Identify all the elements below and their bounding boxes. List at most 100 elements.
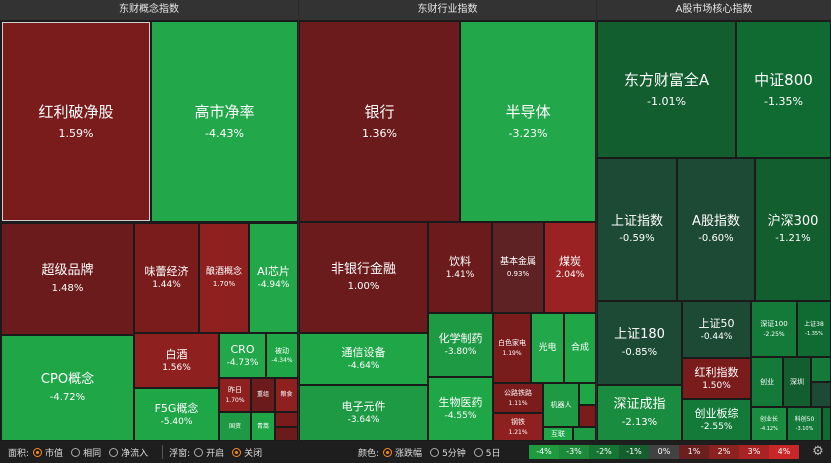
- tile-concept-small-2[interactable]: [275, 427, 298, 441]
- tile-name: 煤炭: [559, 254, 581, 268]
- tile-pct: -5.40%: [160, 416, 193, 427]
- tile-pct: -1.35%: [764, 94, 803, 108]
- tile-industry-small-3[interactable]: [573, 427, 596, 441]
- tile-name: 白色家电: [498, 339, 526, 348]
- color-option-zhangdiefu[interactable]: 涨跌幅: [383, 446, 422, 459]
- panel-header-concept: 东财概念指数: [0, 0, 298, 20]
- tile-hecheng[interactable]: 合成: [564, 313, 596, 383]
- tile-chongzu[interactable]: 重组: [251, 378, 275, 412]
- tile-huaxue[interactable]: 化学制药 -3.80%: [428, 313, 493, 377]
- tile-shenzheng[interactable]: 深圳: [783, 357, 811, 407]
- tile-aichip[interactable]: AI芯片 -4.94%: [249, 223, 298, 333]
- area-option-xiangtong[interactable]: 相同: [71, 446, 101, 459]
- tile-shengwu[interactable]: 生物医药 -4.55%: [428, 377, 493, 441]
- tile-name: 半导体: [505, 102, 551, 121]
- tile-baijiu[interactable]: 白酒 1.56%: [134, 333, 219, 388]
- legend-swatch: 3%: [739, 445, 769, 459]
- tile-pct: -4.73%: [226, 357, 259, 368]
- tile-name: 深圳: [790, 377, 804, 386]
- tile-weilei[interactable]: 味蕾经济 1.44%: [134, 223, 199, 333]
- option-label: 开启: [206, 448, 225, 459]
- tile-jibenjinshu[interactable]: 基本金属 0.93%: [492, 222, 544, 313]
- tile-name: 上证180: [614, 327, 665, 343]
- tile-jiqiren[interactable]: 机器人: [543, 383, 579, 427]
- tile-yinhang[interactable]: 银行 1.36%: [299, 21, 460, 222]
- tile-pct: -3.23%: [508, 126, 548, 140]
- tile-cybz[interactable]: 创业板综 -2.55%: [682, 399, 751, 441]
- tile-industry-small-1[interactable]: [579, 383, 596, 405]
- tile-pct: -3.10%: [795, 425, 814, 432]
- tile-cpo[interactable]: CPO概念 -4.72%: [1, 335, 134, 441]
- tile-pct: -4.64%: [347, 361, 380, 372]
- tile-feiyinhang[interactable]: 非银行金融 1.00%: [299, 222, 428, 333]
- gear-icon[interactable]: ⚙: [812, 444, 824, 459]
- tile-cyc[interactable]: 创业长 -4.12%: [751, 407, 787, 441]
- tile-pct: -3.64%: [347, 415, 380, 426]
- float-option-off[interactable]: 关闭: [232, 446, 262, 459]
- float-option-on[interactable]: 开启: [194, 446, 224, 459]
- tile-f5g[interactable]: F5G概念 -5.40%: [134, 388, 219, 441]
- tile-market-small-2[interactable]: [811, 382, 831, 407]
- tile-concept-small-1[interactable]: [275, 412, 298, 427]
- radio-icon: [473, 447, 483, 457]
- area-option-jingliuru[interactable]: 净流入: [109, 446, 148, 459]
- tile-gaoshijinglv[interactable]: 高市净率 -4.43%: [151, 21, 298, 222]
- tile-sz50[interactable]: 上证50 -0.44%: [682, 301, 751, 358]
- tile-shzs[interactable]: 上证指数 -0.59%: [597, 158, 677, 301]
- legend-swatch: -4%: [529, 445, 559, 459]
- legend-swatch: -2%: [589, 445, 619, 459]
- tile-meitan[interactable]: 煤炭 2.04%: [544, 222, 596, 313]
- tile-zz800[interactable]: 中证800 -1.35%: [736, 21, 831, 158]
- tile-sz100[interactable]: 深证100 -2.25%: [751, 301, 797, 357]
- tile-dfcf-quana[interactable]: 东方财富全A -1.01%: [597, 21, 736, 158]
- tile-name: 合成: [570, 342, 589, 353]
- tile-market-small-1[interactable]: [811, 357, 831, 382]
- concept-treemap: 红利破净股 1.59% 高市净率 -4.43% 超级品牌 1.48% 味蕾经济 …: [0, 20, 298, 441]
- tile-dianzi[interactable]: 电子元件 -3.64%: [299, 385, 428, 441]
- tile-pct: -4.43%: [205, 126, 244, 140]
- radio-icon: [430, 447, 440, 457]
- tile-name: 创业长: [759, 416, 778, 424]
- tile-market-small-3[interactable]: [822, 407, 831, 441]
- tile-guozi[interactable]: 国资: [219, 412, 251, 441]
- tile-gonglu[interactable]: 公路铁路 1.11%: [493, 383, 543, 413]
- tile-chuangye[interactable]: 创业: [751, 357, 783, 407]
- tile-bandaoti[interactable]: 半导体 -3.23%: [460, 21, 596, 222]
- tile-name: 被动: [275, 346, 289, 355]
- tile-name: 机器人: [550, 400, 572, 409]
- tile-cro[interactable]: CRO -4.73%: [219, 333, 266, 378]
- tile-hongli-pojing[interactable]: 红利破净股 1.59%: [2, 22, 150, 221]
- tile-sz180[interactable]: 上证180 -0.85%: [597, 301, 682, 385]
- tile-agzs[interactable]: A股指数 -0.60%: [677, 158, 755, 301]
- tile-name: 味蕾经济: [144, 265, 189, 278]
- tile-gangtie[interactable]: 钢铁 1.21%: [493, 413, 543, 441]
- color-option-5day[interactable]: 5日: [473, 446, 501, 459]
- tile-niangjiu[interactable]: 酿酒概念 1.70%: [199, 223, 249, 333]
- tile-zuojiu[interactable]: 昨日 1.70%: [219, 378, 251, 412]
- tile-name: 白酒: [165, 347, 188, 361]
- tile-guangdian[interactable]: 光电: [531, 313, 564, 383]
- tile-liangshi[interactable]: 粮食: [275, 378, 298, 412]
- tile-pct: 2.04%: [555, 269, 585, 280]
- tile-kc50[interactable]: 科创50 -3.10%: [787, 407, 822, 441]
- tile-tongxin[interactable]: 通信设备 -4.64%: [299, 333, 428, 385]
- tile-beidong[interactable]: 被动 -4.34%: [266, 333, 298, 378]
- tile-name: 昨日: [228, 386, 242, 395]
- tile-szcz[interactable]: 深证成指 -2.13%: [597, 385, 682, 441]
- tile-pct: 0.93%: [506, 269, 530, 278]
- tile-yinliao[interactable]: 饮料 1.41%: [428, 222, 492, 313]
- tile-baisejiadian[interactable]: 白色家电 1.19%: [493, 313, 531, 383]
- tile-name: 深证100: [760, 320, 788, 329]
- tile-chaojipinpai[interactable]: 超级品牌 1.48%: [1, 223, 134, 335]
- tile-industry-small-2[interactable]: [579, 405, 596, 427]
- tile-name: 生物医药: [438, 396, 483, 409]
- panel-header-industry: 东财行业指数: [299, 0, 596, 20]
- tile-name: CRO: [230, 342, 255, 356]
- tile-hongli-zs[interactable]: 红利指数 1.50%: [682, 358, 751, 399]
- tile-hulian[interactable]: 互联: [543, 427, 573, 441]
- tile-hs300[interactable]: 沪深300 -1.21%: [755, 158, 831, 301]
- color-option-5min[interactable]: 5分钟: [430, 446, 466, 459]
- tile-sz380[interactable]: 上证38 -1.35%: [797, 301, 831, 357]
- area-option-shizhi[interactable]: 市值: [33, 446, 63, 459]
- tile-qingshao[interactable]: 青蒿: [251, 412, 275, 441]
